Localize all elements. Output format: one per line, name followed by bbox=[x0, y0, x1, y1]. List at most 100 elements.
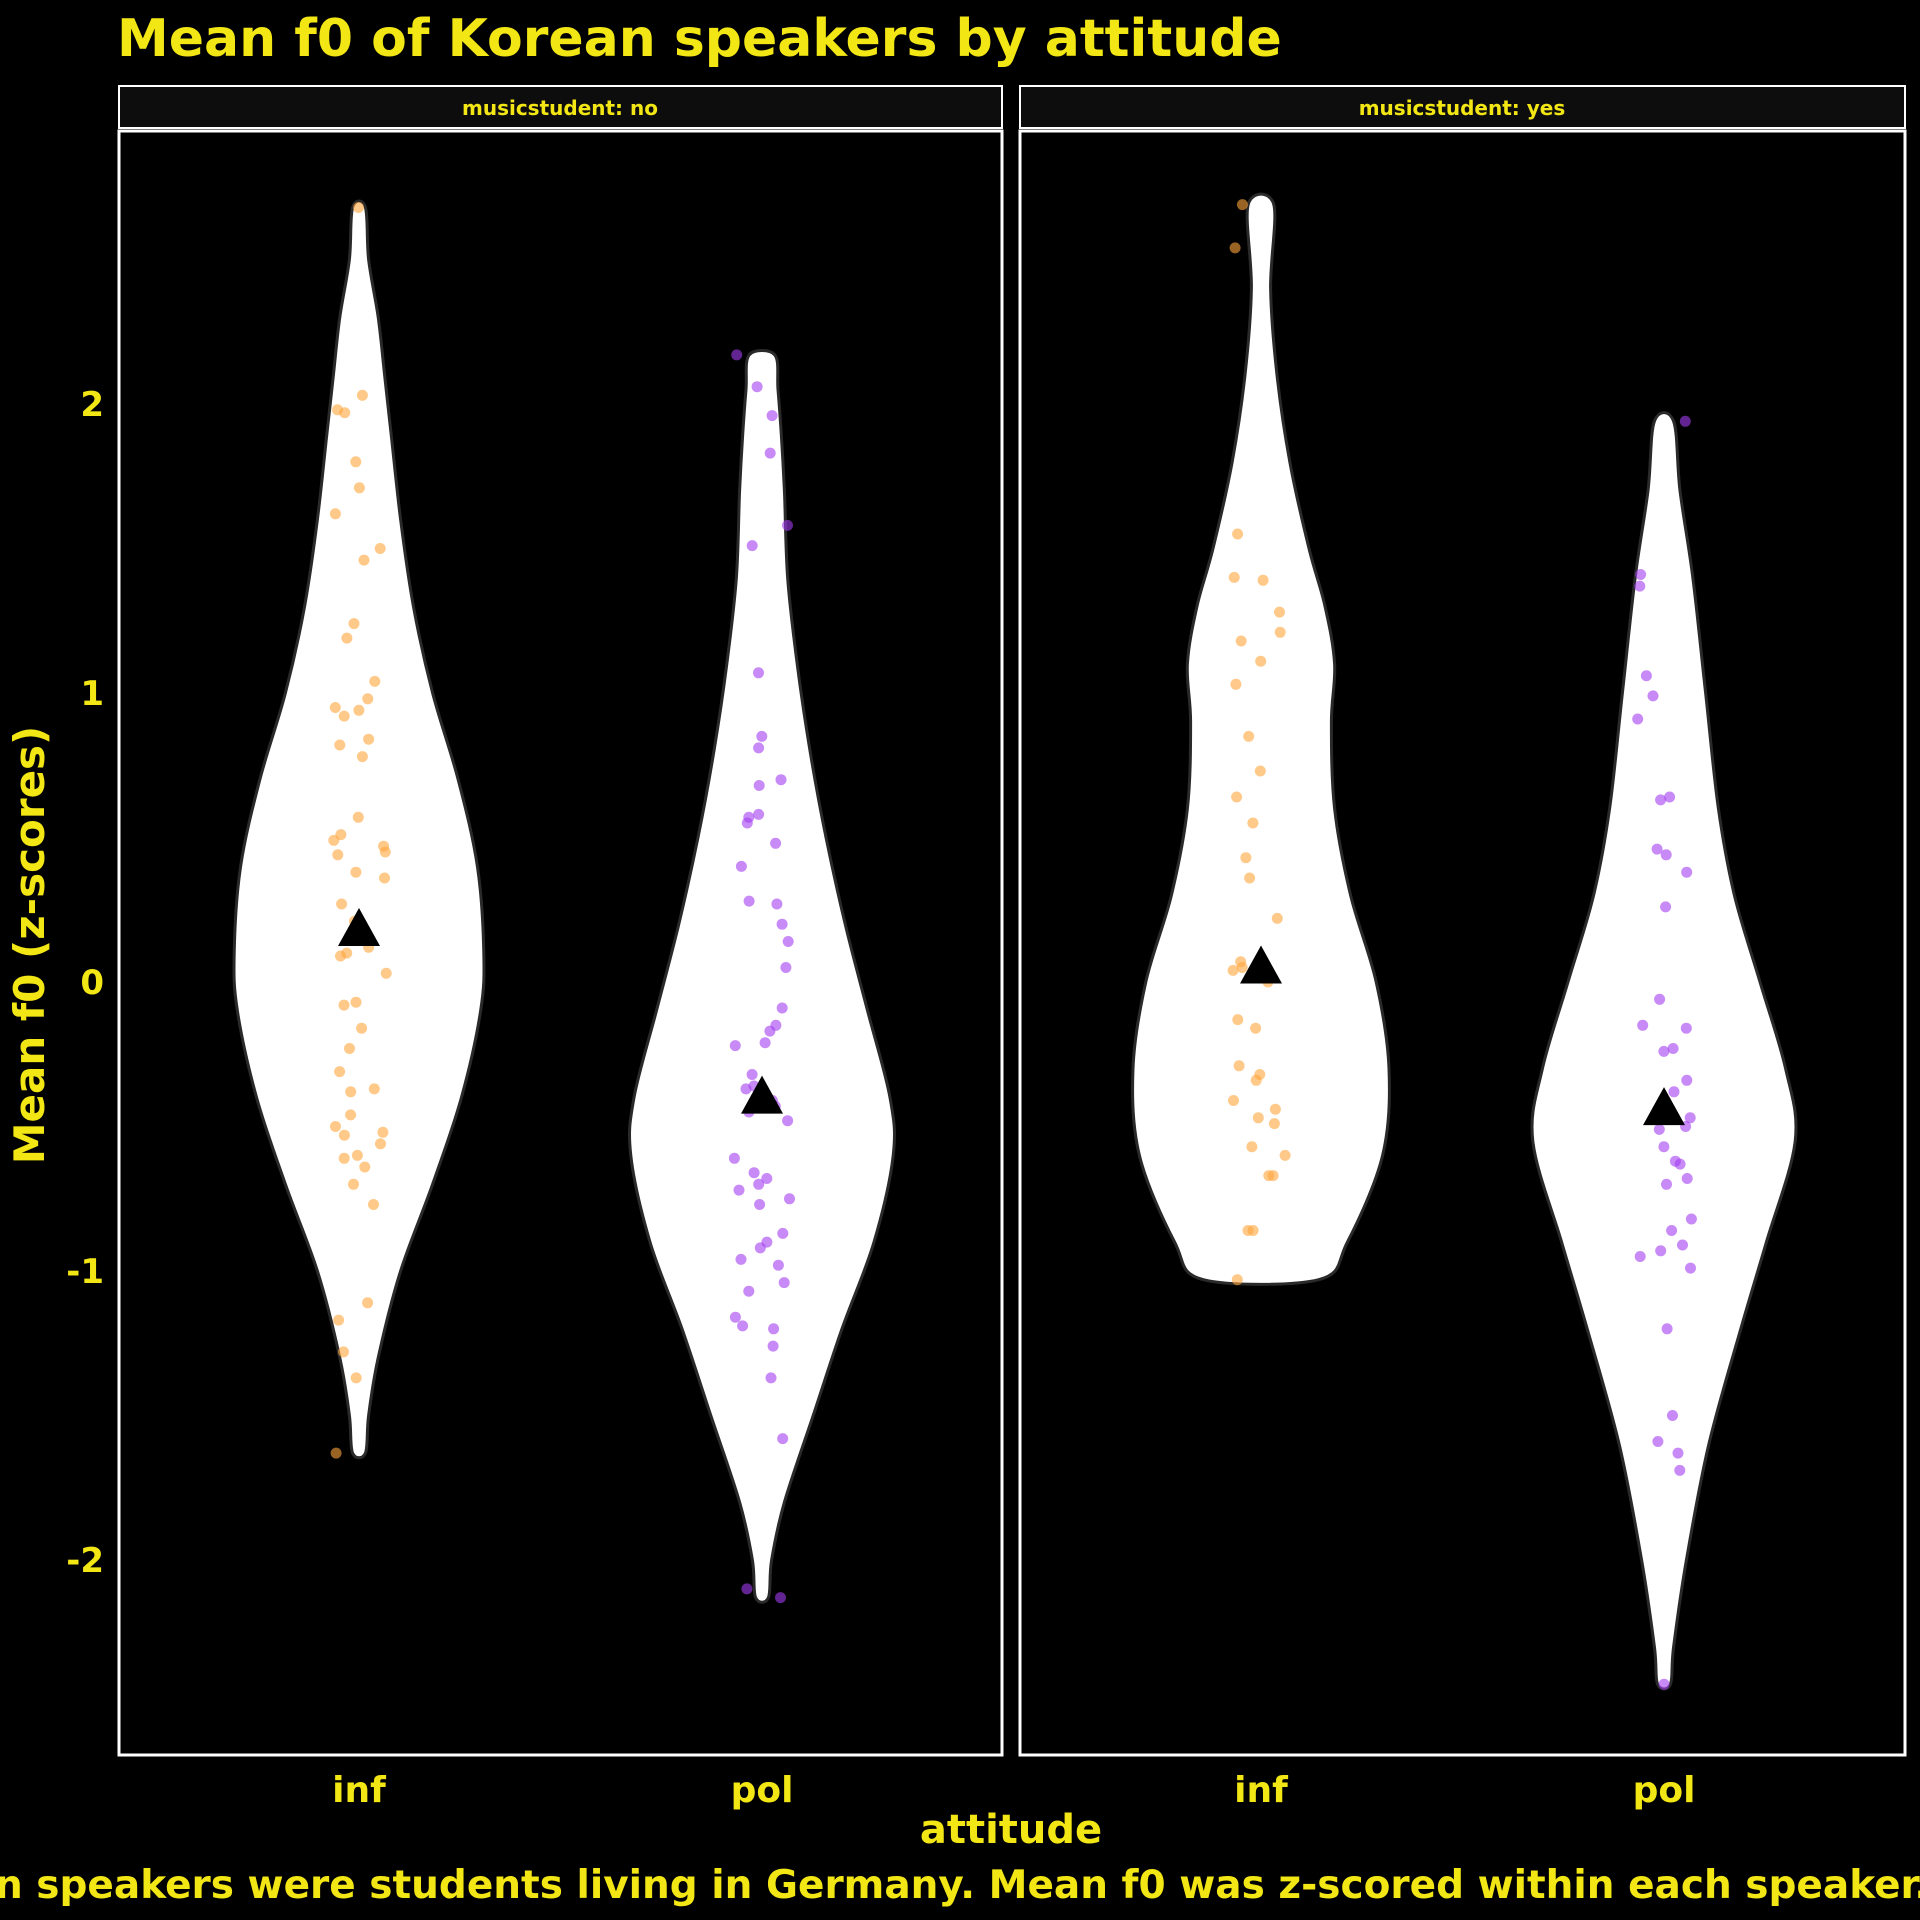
data-point bbox=[1246, 1141, 1257, 1152]
data-point bbox=[330, 1121, 341, 1132]
data-point bbox=[339, 1130, 350, 1141]
data-point bbox=[760, 1037, 771, 1048]
data-point bbox=[784, 1193, 795, 1204]
data-point bbox=[1250, 1023, 1261, 1034]
data-point bbox=[1634, 581, 1645, 592]
data-point bbox=[756, 731, 767, 742]
data-point bbox=[1253, 1112, 1264, 1123]
y-tick-label: -2 bbox=[66, 1541, 104, 1581]
data-point bbox=[1229, 572, 1240, 583]
data-point bbox=[352, 1150, 363, 1161]
data-point bbox=[1667, 1410, 1678, 1421]
data-point bbox=[1654, 1124, 1665, 1135]
data-point bbox=[333, 1315, 344, 1326]
facet-strip-label-no: musicstudent: no bbox=[462, 96, 658, 120]
data-point bbox=[1669, 1086, 1680, 1097]
data-point bbox=[1240, 852, 1251, 863]
data-point bbox=[339, 711, 350, 722]
data-point bbox=[330, 702, 341, 713]
data-point bbox=[1232, 1274, 1243, 1285]
data-point bbox=[1231, 792, 1242, 803]
data-point bbox=[353, 202, 364, 213]
data-point bbox=[351, 1372, 362, 1383]
data-point bbox=[368, 1199, 379, 1210]
data-point bbox=[754, 780, 765, 791]
x-tick-label: pol bbox=[1633, 1770, 1696, 1811]
data-point bbox=[764, 1026, 775, 1037]
data-point bbox=[1275, 627, 1286, 638]
data-point bbox=[734, 1185, 745, 1196]
data-point bbox=[1274, 607, 1285, 618]
data-point bbox=[359, 1162, 370, 1173]
data-point bbox=[1685, 1263, 1696, 1274]
data-point bbox=[363, 734, 374, 745]
data-point bbox=[1641, 670, 1652, 681]
facet-strip-label-yes: musicstudent: yes bbox=[1359, 96, 1566, 120]
data-point bbox=[1272, 913, 1283, 924]
data-point bbox=[730, 1312, 741, 1323]
data-point bbox=[344, 1043, 355, 1054]
data-point bbox=[349, 618, 360, 629]
data-point bbox=[1243, 731, 1254, 742]
data-point bbox=[742, 818, 753, 829]
data-point bbox=[345, 1109, 356, 1120]
data-point bbox=[1232, 1014, 1243, 1025]
data-point bbox=[357, 751, 368, 762]
data-point bbox=[776, 774, 787, 785]
data-point bbox=[339, 1000, 350, 1011]
data-point bbox=[1661, 1179, 1672, 1190]
data-point bbox=[782, 520, 793, 531]
data-point bbox=[353, 705, 364, 716]
data-point bbox=[1659, 1679, 1670, 1690]
data-point bbox=[1661, 849, 1672, 860]
chart-title: Mean f0 of Korean speakers by attitude bbox=[117, 9, 1282, 69]
data-point bbox=[331, 1448, 342, 1459]
data-point bbox=[1680, 416, 1691, 427]
data-point bbox=[1280, 1150, 1291, 1161]
data-point bbox=[362, 1297, 373, 1308]
data-point bbox=[766, 1372, 777, 1383]
data-point bbox=[779, 1277, 790, 1288]
data-point bbox=[1632, 714, 1643, 725]
data-point bbox=[1269, 1118, 1280, 1129]
data-point bbox=[1230, 679, 1241, 690]
y-tick-label: 0 bbox=[80, 963, 104, 1003]
data-point bbox=[731, 349, 742, 360]
data-point bbox=[381, 968, 392, 979]
data-point bbox=[356, 1023, 367, 1034]
data-point bbox=[354, 482, 365, 493]
data-point bbox=[1637, 1020, 1648, 1031]
data-point bbox=[753, 1179, 764, 1190]
data-point bbox=[1652, 1436, 1663, 1447]
data-point bbox=[768, 1323, 779, 1334]
data-point bbox=[737, 1320, 748, 1331]
data-point bbox=[1228, 965, 1239, 976]
data-point bbox=[1682, 1173, 1693, 1184]
data-point bbox=[335, 951, 346, 962]
data-point bbox=[375, 1138, 386, 1149]
data-point bbox=[350, 456, 361, 467]
facet-strip-yes: musicstudent: yes bbox=[1020, 86, 1905, 128]
data-point bbox=[1247, 818, 1258, 829]
data-point bbox=[729, 1153, 740, 1164]
data-point bbox=[1244, 873, 1255, 884]
data-point bbox=[1237, 199, 1248, 210]
data-point bbox=[350, 867, 361, 878]
data-point bbox=[1635, 569, 1646, 580]
data-point bbox=[771, 899, 782, 910]
data-point bbox=[377, 1127, 388, 1138]
data-point bbox=[1660, 901, 1671, 912]
data-point bbox=[1681, 867, 1692, 878]
data-point bbox=[754, 1199, 765, 1210]
data-point bbox=[1236, 636, 1247, 647]
y-tick-label: 1 bbox=[80, 674, 104, 714]
data-point bbox=[339, 1153, 350, 1164]
data-point bbox=[1662, 1323, 1673, 1334]
data-point bbox=[782, 1115, 793, 1126]
data-point bbox=[770, 838, 781, 849]
data-point bbox=[744, 896, 755, 907]
data-point bbox=[1255, 656, 1266, 667]
data-point bbox=[1251, 1075, 1262, 1086]
data-point bbox=[749, 1167, 760, 1178]
